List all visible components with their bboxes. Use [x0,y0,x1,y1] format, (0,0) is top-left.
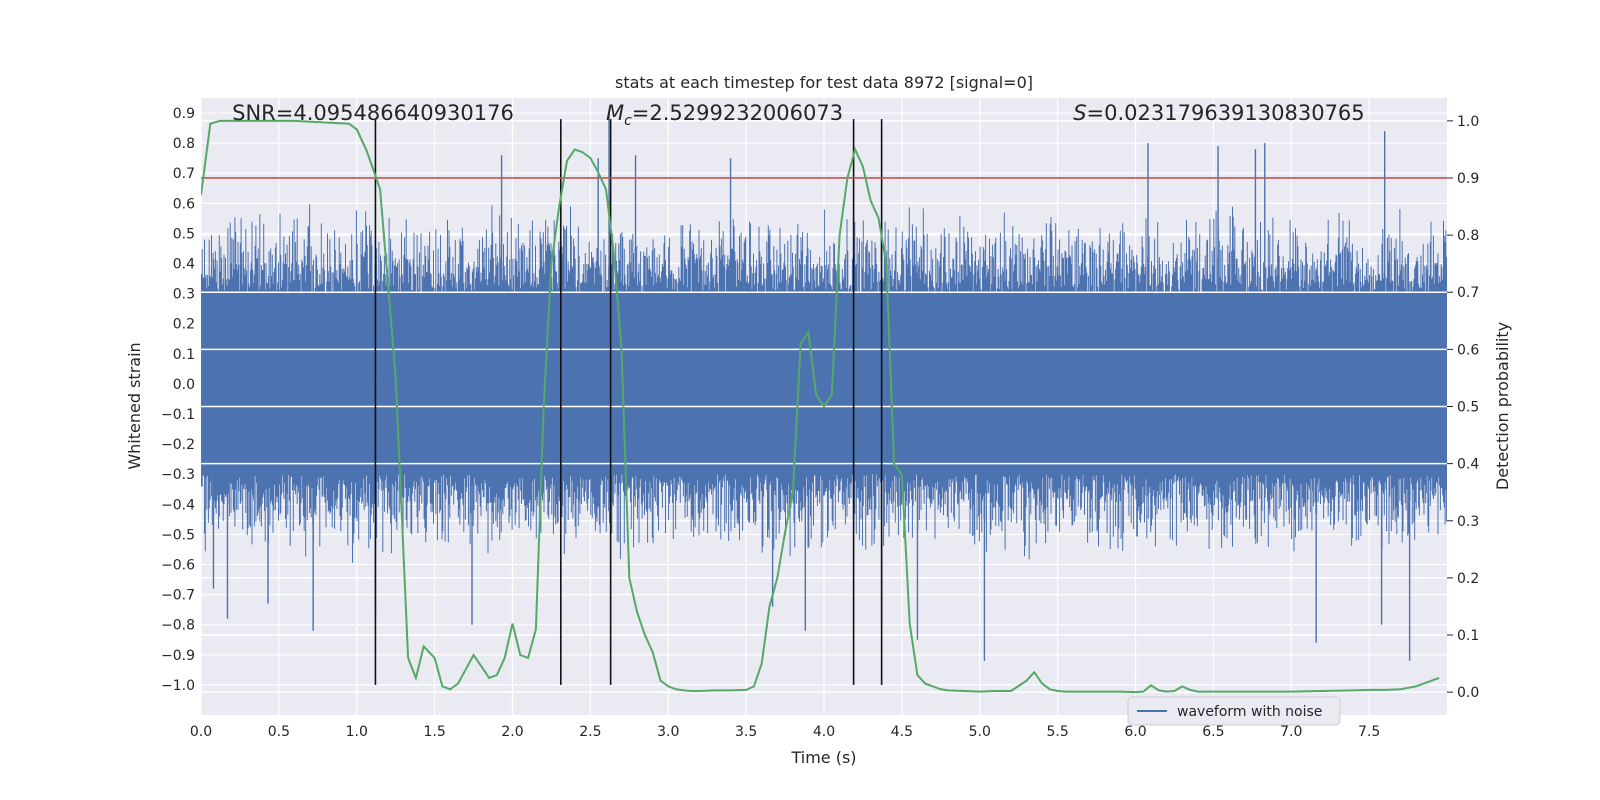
y-right-tick-label: 0.2 [1457,571,1479,587]
legend-box [1127,696,1341,726]
y-left-tick-label: −1.0 [161,678,195,694]
x-tick-label: 3.0 [657,724,679,740]
y-left-tick-label: −0.4 [161,497,195,513]
y-left-tick-label: 0.3 [173,287,195,303]
chirp-mass-value: =2.5299232006073 [632,101,843,125]
vertical-markers [374,119,883,685]
x-tick-label: 6.0 [1124,724,1146,740]
y-left-tick-label: −0.5 [161,527,195,543]
y-left-tick-label: −0.9 [161,648,195,664]
y-right-tick-label: 0.6 [1457,342,1479,358]
y-right-tick-label: 0.1 [1457,628,1479,644]
legend-label: waveform with noise [1177,704,1322,720]
y-left-tick-label: −0.7 [161,588,195,604]
y-left-tick-label: 0.0 [173,377,195,393]
y-right-tick-label: 0.8 [1457,228,1479,244]
y-left-tick-label: 0.2 [173,317,195,333]
x-tick-label: 0.0 [190,724,212,740]
y-right-tick-label: 0.9 [1457,171,1479,187]
axis-ticks: 0.0 0.5 1.0 1.5 2.0 2.5 3.0 3.5 4.0 4.5 5.0 5.5 6.0 6… [161,106,1479,740]
probability-series [201,119,1440,694]
waveform-series [201,113,1447,661]
chirp-mass-annotation: Mc=2.5299232006073 [606,101,843,129]
y-axis-right-label: Detection probability [1493,322,1512,490]
snr-annotation: SNR=4.095486640930176 [232,101,514,125]
x-tick-label: 0.5 [268,724,290,740]
waveform-upper-excursions [201,204,1447,384]
probability-line [201,119,1440,694]
y-left-tick-label: −0.3 [161,467,195,483]
legend: waveform with noise [1127,696,1341,726]
s-annotation: S=0.023179639130830765 [1073,101,1364,125]
y-left-tick-label: 0.1 [173,347,195,363]
x-tick-label: 5.5 [1046,724,1068,740]
chart-title: stats at each timestep for test data 897… [615,73,1033,92]
y-right-tick-label: 0.4 [1457,457,1479,473]
y-right-tick-label: 1.0 [1457,114,1479,130]
y-axis-left-label: Whitened strain [125,342,144,469]
x-tick-label: 7.0 [1280,724,1302,740]
x-tick-label: 2.5 [579,724,601,740]
y-right-tick-label: 0.7 [1457,285,1479,301]
x-tick-label: 4.0 [813,724,835,740]
y-left-tick-label: 0.9 [173,106,195,122]
x-tick-label: 3.5 [735,724,757,740]
y-left-tick-label: −0.1 [161,407,195,423]
s-symbol: S [1073,101,1086,125]
y-right-tick-label: 0.3 [1457,514,1479,530]
y-left-tick-label: −0.6 [161,558,195,574]
chirp-mass-subscript: c [624,113,632,129]
x-tick-label: 4.5 [891,724,913,740]
x-axis-label: Time (s) [790,748,856,767]
x-tick-label: 1.0 [346,724,368,740]
x-tick-label: 5.0 [969,724,991,740]
x-tick-label: 2.0 [501,724,523,740]
chirp-mass-symbol: M [606,101,624,125]
y-left-tick-label: 0.6 [173,196,195,212]
y-left-tick-label: −0.2 [161,437,195,453]
s-value: =0.023179639130830765 [1087,101,1365,125]
y-right-tick-label: 0.5 [1457,400,1479,416]
x-tick-label: 7.5 [1358,724,1380,740]
y-left-tick-label: 0.5 [173,226,195,242]
x-tick-label: 1.5 [423,724,445,740]
y-left-tick-label: −0.8 [161,618,195,634]
y-left-tick-label: 0.4 [173,257,195,273]
y-left-tick-label: 0.8 [173,136,195,152]
y-right-tick-label: 0.0 [1457,685,1479,701]
y-left-tick-label: 0.7 [173,166,195,182]
x-tick-label: 6.5 [1202,724,1224,740]
